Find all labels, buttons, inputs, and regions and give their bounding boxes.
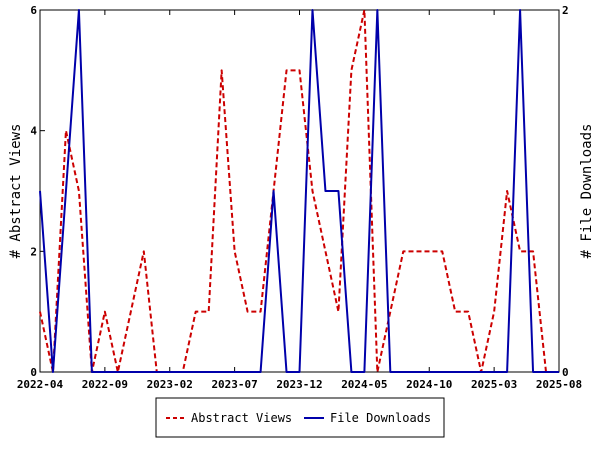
- x-tick-label: 2024-10: [406, 378, 452, 391]
- y-left-tick-label: 2: [30, 245, 37, 258]
- y-left-tick-label: 4: [30, 125, 37, 138]
- legend: Abstract Views File Downloads: [155, 397, 445, 438]
- y-left-tick-label: 6: [30, 4, 37, 17]
- series-line-abstract-views: [39, 9, 559, 373]
- x-tick-label: 2023-07: [211, 378, 257, 391]
- y-axis-right-title: # File Downloads: [579, 124, 595, 259]
- x-tick-label: 2022-09: [82, 378, 128, 391]
- y-right-tick-label: 2: [562, 4, 569, 17]
- y-right-tick-label: 0: [562, 366, 569, 379]
- x-tick-label: 2023-02: [147, 378, 193, 391]
- x-tick-label: 2022-04: [17, 378, 64, 391]
- legend-label-abstract-views: Abstract Views: [191, 411, 292, 425]
- x-axis: 2022-04 2022-09 2023-02 2023-07 2023-12 2024-…: [17, 10, 582, 391]
- y-left-tick-label: 0: [30, 366, 37, 379]
- x-tick-label: 2023-12: [276, 378, 322, 391]
- x-tick-label: 2025-03: [471, 378, 517, 391]
- legend-box: [155, 397, 445, 438]
- x-tick-label: 2024-05: [341, 378, 387, 391]
- legend-label-file-downloads: File Downloads: [330, 411, 431, 425]
- series-layer: [39, 9, 559, 373]
- y-axis-left: 0 2 4 6: [30, 4, 45, 379]
- y-axis-left-title: # Abstract Views: [8, 124, 24, 259]
- plot-area: [39, 9, 560, 373]
- series-line-file-downloads: [39, 9, 559, 373]
- x-tick-label: 2025-08: [536, 378, 582, 391]
